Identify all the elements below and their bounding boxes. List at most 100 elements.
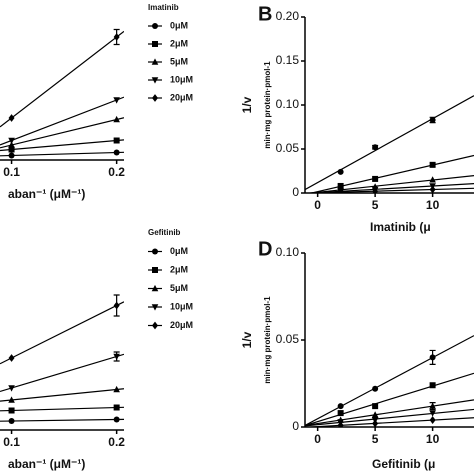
- data-point: [113, 115, 120, 123]
- data-point: [337, 403, 344, 410]
- x-tick-label: 0.2: [108, 165, 125, 179]
- legend-label: 10μM: [170, 74, 193, 84]
- fit-line: [309, 154, 474, 193]
- legend-marker: [151, 284, 159, 292]
- data-point: [337, 168, 344, 175]
- data-point: [372, 175, 379, 182]
- x-tick-label: 10: [426, 198, 440, 212]
- data-point: [8, 418, 15, 424]
- legend-marker: [152, 267, 158, 273]
- data-point: [8, 396, 15, 403]
- legend-title: Imatinib: [148, 3, 179, 12]
- legend-marker: [152, 321, 158, 330]
- panel-letter: D: [258, 238, 272, 260]
- data-point: [337, 410, 344, 417]
- legend-label: 5μM: [170, 56, 188, 66]
- legend-label: 20μM: [170, 92, 193, 102]
- y-tick-label: 0.20: [276, 9, 300, 23]
- data-point: [8, 385, 15, 392]
- y-tick-label: 0.05: [276, 141, 300, 155]
- data-point: [113, 404, 120, 411]
- fit-line: [305, 175, 474, 193]
- fit-line: [305, 417, 474, 427]
- data-point: [8, 354, 15, 362]
- fit-line: [305, 183, 474, 193]
- fit-line: [0, 301, 124, 365]
- plot-area: [305, 335, 474, 427]
- legend-label: 10μM: [170, 301, 193, 311]
- fit-line: [0, 117, 124, 149]
- x-tick-label: 0: [314, 432, 321, 446]
- fit-line: [305, 335, 474, 426]
- x-axis-label: aban⁻¹ (μM⁻¹): [8, 187, 85, 201]
- y-tick-label: 0: [292, 185, 299, 199]
- x-tick-label: 0.1: [3, 435, 20, 449]
- legend-label: 2μM: [170, 38, 188, 48]
- x-tick-label: 5: [372, 432, 379, 446]
- data-point: [429, 176, 436, 183]
- data-point: [429, 382, 436, 389]
- data-point: [372, 419, 379, 427]
- fit-line: [0, 96, 124, 146]
- y-axis-label: 1/v: [240, 331, 254, 348]
- legend-label: 20μM: [170, 320, 193, 330]
- x-tick-label: 10: [426, 432, 440, 446]
- x-tick-label: 5: [372, 198, 379, 212]
- data-point: [371, 411, 379, 418]
- data-point: [113, 97, 120, 104]
- legend-marker: [151, 304, 159, 311]
- fit-line: [305, 372, 474, 427]
- data-point: [429, 116, 436, 123]
- fit-line: [0, 353, 124, 393]
- legend-marker: [151, 58, 159, 65]
- legend-marker: [152, 23, 158, 29]
- data-point: [429, 354, 436, 361]
- legend-marker: [151, 77, 159, 84]
- fit-line: [0, 139, 124, 152]
- fit-line: [305, 408, 474, 427]
- data-point: [113, 149, 120, 156]
- data-point: [8, 146, 15, 153]
- data-point: [429, 161, 436, 168]
- x-tick-label: 0.2: [108, 435, 125, 449]
- fit-line: [0, 406, 124, 412]
- fit-line: [305, 399, 474, 427]
- data-point: [8, 141, 15, 148]
- data-point: [372, 144, 379, 151]
- x-tick-label: 0: [314, 198, 321, 212]
- y-axis-unit: min·mg protein·pmol-1: [263, 296, 272, 384]
- y-axis-label: 1/v: [240, 96, 254, 113]
- data-point: [8, 137, 15, 145]
- y-tick-label: 0.05: [276, 332, 300, 346]
- y-tick-label: 0.15: [276, 53, 300, 67]
- data-point: [372, 403, 379, 410]
- legend-marker: [152, 248, 158, 255]
- x-axis-label: Gefitinib (μ: [372, 457, 435, 471]
- y-tick-label: 0.10: [276, 97, 300, 111]
- legend-title: Gefitinib: [148, 228, 181, 237]
- panel-letter: B: [258, 3, 272, 25]
- legend-label: 0μM: [170, 20, 188, 30]
- x-axis-label: aban⁻¹ (μM⁻¹): [8, 457, 85, 471]
- fit-line: [0, 388, 124, 402]
- data-point: [372, 187, 379, 193]
- data-point: [113, 385, 120, 393]
- plot-area: [0, 294, 124, 424]
- data-point: [8, 407, 15, 414]
- y-axis-unit: min·mg protein·pmol-1: [263, 61, 272, 149]
- plot-area: [305, 95, 474, 193]
- plot-area: [0, 28, 124, 159]
- y-tick-label: 0: [292, 419, 299, 433]
- data-point: [113, 137, 120, 144]
- x-axis-label: Imatinib (μ: [370, 220, 431, 234]
- y-tick-label: 0.10: [276, 245, 300, 259]
- fit-line: [0, 151, 124, 157]
- fit-line: [0, 30, 124, 128]
- fit-line: [305, 95, 474, 191]
- legend-marker: [152, 41, 158, 47]
- data-point: [8, 152, 15, 159]
- x-tick-label: 0.1: [3, 165, 20, 179]
- data-point: [429, 402, 436, 409]
- data-point: [8, 114, 15, 122]
